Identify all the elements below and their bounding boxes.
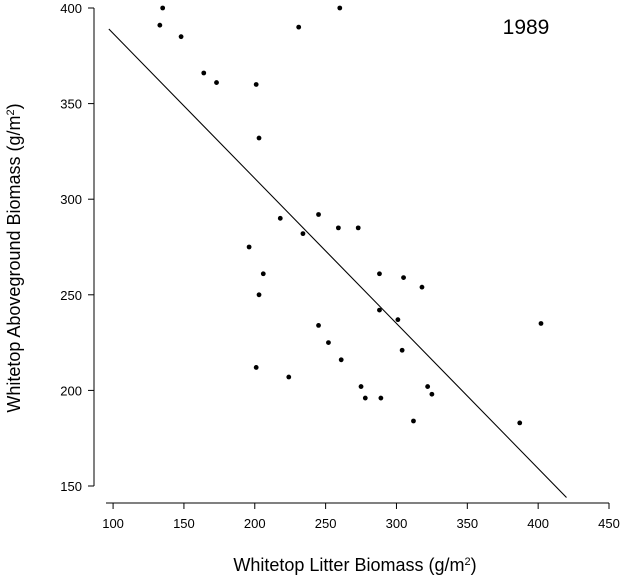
- data-point: [256, 292, 262, 298]
- y-tick-label: 200: [60, 383, 82, 398]
- data-point: [316, 322, 321, 328]
- data-point: [246, 244, 252, 250]
- data-point: [260, 271, 266, 277]
- data-point: [338, 357, 344, 363]
- data-point: [201, 70, 207, 76]
- x-tick-label: 100: [102, 516, 124, 531]
- data-point: [253, 365, 259, 370]
- data-point: [160, 5, 166, 11]
- data-point: [362, 395, 368, 401]
- data-point: [355, 225, 361, 231]
- x-axis-title-superscript: 2: [464, 556, 470, 568]
- data-point: [425, 384, 431, 389]
- x-axis-title-text: Whitetop Litter Biomass (g/m: [233, 555, 464, 575]
- y-tick-label: 150: [60, 479, 82, 494]
- data-point: [377, 307, 382, 313]
- data-point: [253, 82, 259, 87]
- x-tick-label: 350: [456, 516, 478, 531]
- data-point: [419, 284, 425, 290]
- x-axis-title: Whitetop Litter Biomass (g/m2): [233, 555, 476, 575]
- regression-line-group: [108, 28, 567, 498]
- x-tick-label: 450: [598, 516, 620, 531]
- data-point: [538, 321, 544, 326]
- x-tick-label: 400: [527, 516, 549, 531]
- data-point: [401, 275, 406, 280]
- year-annotation: 1989: [503, 16, 550, 39]
- data-point: [411, 418, 416, 424]
- data-point: [277, 215, 283, 221]
- data-point: [399, 347, 405, 353]
- x-tick-label: 250: [315, 516, 337, 531]
- y-tick-label: 400: [60, 1, 82, 16]
- data-point: [286, 374, 292, 380]
- data-point: [214, 80, 219, 85]
- data-point: [256, 135, 262, 141]
- y-axis-title: Whitetop Aboveground Biomass (g/m2): [4, 103, 24, 412]
- y-axis: 150 200 250 300 350 400: [60, 1, 95, 494]
- data-point: [316, 212, 321, 217]
- data-point: [300, 231, 306, 237]
- data-point: [335, 225, 341, 231]
- data-point: [378, 395, 384, 401]
- data-points: [157, 5, 544, 426]
- x-tick-label: 150: [173, 516, 195, 531]
- data-point: [358, 384, 364, 389]
- y-tick-label: 250: [60, 288, 82, 303]
- x-axis-title-tail: ): [471, 555, 477, 575]
- y-tick-label: 300: [60, 192, 82, 207]
- data-point: [178, 34, 184, 40]
- data-point: [395, 317, 401, 323]
- x-tick-label: 300: [386, 516, 408, 531]
- data-point: [429, 391, 435, 397]
- x-axis: 100 150 200 250 300 350 400 450: [102, 502, 620, 531]
- y-tick-label: 350: [60, 97, 82, 112]
- data-point: [326, 340, 331, 345]
- data-point: [157, 22, 163, 28]
- y-axis-title-text: Whitetop Aboveground Biomass (g/m: [4, 115, 24, 412]
- x-tick-label: 200: [244, 516, 266, 531]
- data-point: [517, 420, 523, 426]
- y-axis-title-tail: ): [4, 103, 24, 109]
- data-point: [377, 271, 382, 277]
- y-axis-title-superscript: 2: [5, 109, 17, 115]
- data-point: [337, 5, 343, 11]
- regression-line: [108, 28, 567, 498]
- data-point: [296, 24, 302, 30]
